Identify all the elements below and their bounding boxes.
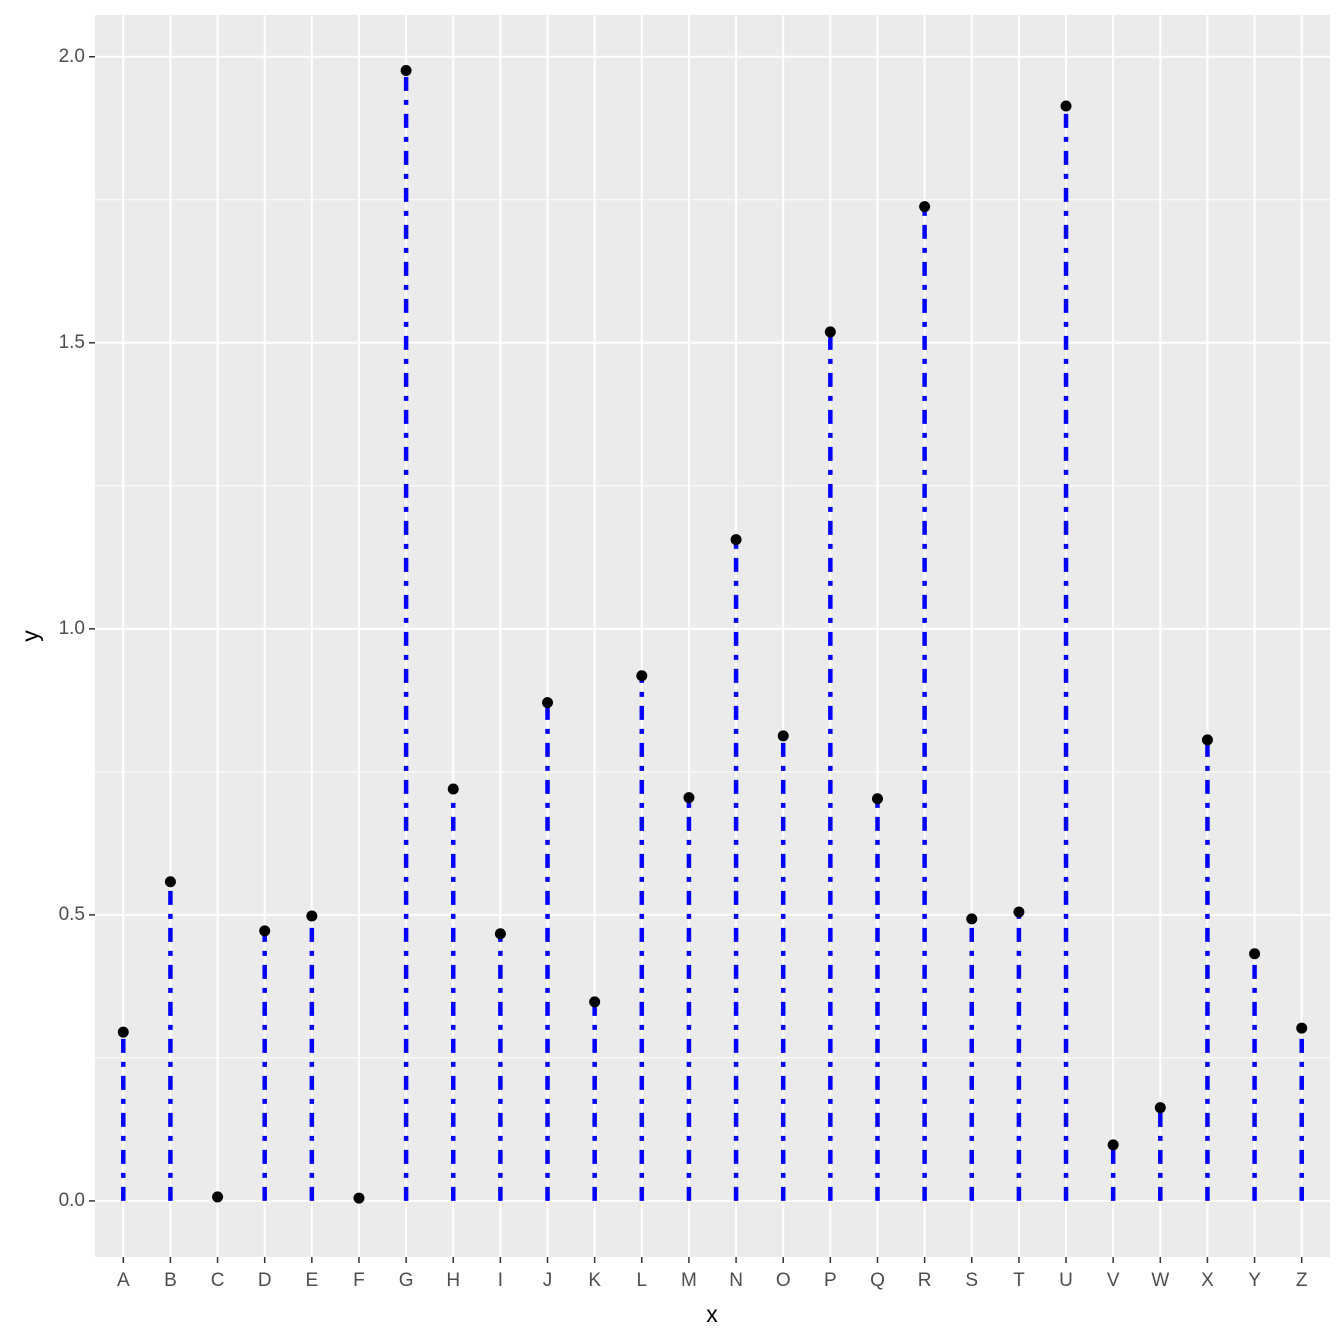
x-tick-label: Y: [1248, 1270, 1261, 1291]
point: [919, 201, 931, 213]
point: [1013, 906, 1025, 918]
point: [447, 783, 459, 795]
x-tick-label: F: [353, 1270, 365, 1291]
point: [400, 64, 412, 76]
x-tick-label: X: [1201, 1270, 1214, 1291]
x-tick-label: H: [446, 1270, 460, 1291]
x-tick-label: E: [305, 1270, 318, 1291]
x-tick-label: Z: [1296, 1270, 1308, 1291]
x-tick-label: J: [543, 1270, 553, 1291]
point: [1060, 100, 1072, 112]
y-tick-label: 1.0: [59, 618, 85, 639]
x-tick-label: L: [637, 1270, 648, 1291]
x-tick-label: B: [164, 1270, 177, 1291]
y-tick-label: 1.5: [59, 332, 85, 353]
point: [1154, 1102, 1166, 1114]
point: [1107, 1139, 1119, 1151]
x-tick-label: Q: [870, 1270, 885, 1291]
x-tick-label: V: [1107, 1270, 1120, 1291]
x-tick-label: M: [681, 1270, 697, 1291]
x-tick-label: I: [498, 1270, 503, 1291]
y-tick-label: 0.5: [59, 904, 85, 925]
point: [966, 913, 978, 925]
x-tick-label: K: [588, 1270, 601, 1291]
x-tick-label: C: [211, 1270, 225, 1291]
point: [683, 792, 695, 804]
point: [259, 925, 271, 937]
x-tick-label: W: [1151, 1270, 1169, 1291]
x-tick-label: R: [918, 1270, 932, 1291]
x-tick-label: O: [776, 1270, 791, 1291]
point: [353, 1192, 365, 1204]
point: [777, 730, 789, 742]
point: [636, 670, 648, 682]
x-tick-label: T: [1013, 1270, 1025, 1291]
panel: [95, 15, 1330, 1257]
x-tick-label: G: [399, 1270, 414, 1291]
point: [164, 876, 176, 888]
x-tick-label: S: [965, 1270, 978, 1291]
point: [589, 996, 601, 1008]
point: [730, 534, 742, 546]
point: [542, 697, 554, 709]
x-tick-label: A: [117, 1270, 130, 1291]
point: [494, 928, 506, 940]
point: [212, 1191, 224, 1203]
point: [306, 910, 318, 922]
y-tick-label: 0.0: [59, 1190, 85, 1211]
point: [871, 793, 883, 805]
x-tick-label: D: [258, 1270, 272, 1291]
x-tick-label: P: [824, 1270, 837, 1291]
point: [1249, 948, 1261, 960]
x-tick-label: U: [1059, 1270, 1073, 1291]
y-axis-title: y: [17, 630, 43, 642]
x-tick-label: N: [729, 1270, 743, 1291]
point: [1201, 734, 1213, 746]
x-axis-title: x: [706, 1301, 718, 1327]
point: [1296, 1022, 1308, 1034]
y-tick-label: 2.0: [59, 46, 85, 67]
point: [117, 1026, 129, 1038]
point: [824, 326, 836, 338]
